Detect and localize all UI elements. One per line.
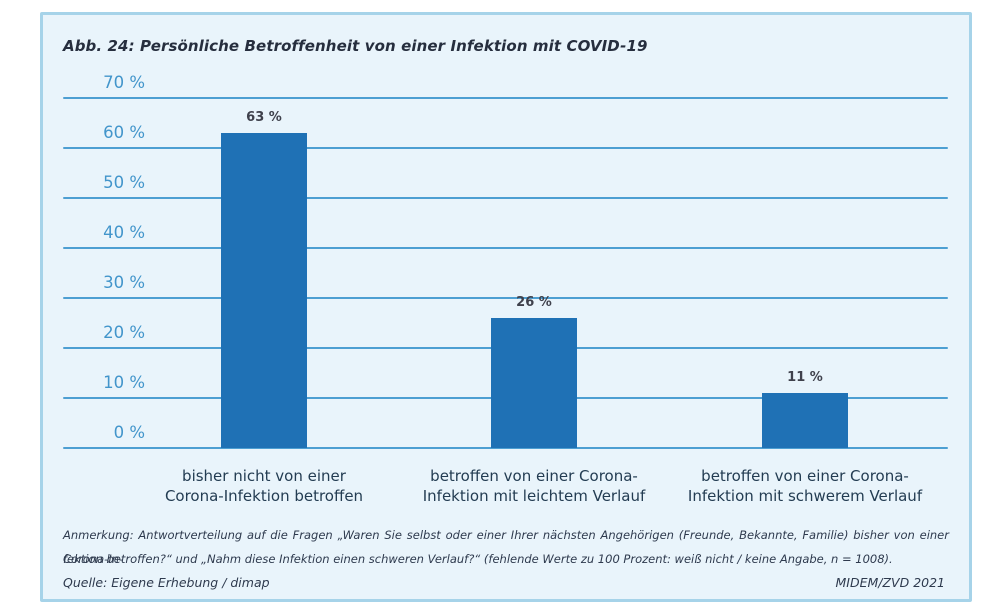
category-label: betroffen von einer Corona- Infektion mi… xyxy=(687,467,923,506)
gridline xyxy=(63,97,948,99)
figure-title: Abb. 24: Persönliche Betroffenheit von e… xyxy=(63,37,648,55)
bar-value-label: 11 % xyxy=(787,370,823,385)
gridline xyxy=(63,147,948,149)
category-label: betroffen von einer Corona- Infektion mi… xyxy=(422,467,646,506)
source-credit: Quelle: Eigene Erhebung / dimap xyxy=(63,575,270,590)
y-axis-tick-label: 60 % xyxy=(103,123,145,142)
y-axis-tick-label: 50 % xyxy=(103,173,145,192)
bar-value-label: 26 % xyxy=(516,295,552,310)
y-axis-tick-label: 20 % xyxy=(103,323,145,342)
gridline xyxy=(63,197,948,199)
figure-panel: Abb. 24: Persönliche Betroffenheit von e… xyxy=(40,12,972,602)
y-axis-tick-label: 30 % xyxy=(103,273,145,292)
bar xyxy=(762,393,848,448)
publisher-attribution: MIDEM/ZVD 2021 xyxy=(835,575,945,590)
bar-value-label: 63 % xyxy=(246,110,282,125)
gridline xyxy=(63,447,948,449)
footnote-line-1: Anmerkung: Antwortverteilung auf die Fra… xyxy=(63,528,949,566)
gridline xyxy=(63,297,948,299)
y-axis-tick-label: 40 % xyxy=(103,223,145,242)
category-label: bisher nicht von einer Corona-Infektion … xyxy=(164,467,364,506)
y-axis-tick-label: 10 % xyxy=(103,373,145,392)
y-axis-tick-label: 70 % xyxy=(103,73,145,92)
bar xyxy=(221,133,307,448)
gridline xyxy=(63,247,948,249)
bar xyxy=(491,318,577,448)
y-axis-tick-label: 0 % xyxy=(113,423,145,442)
footnote-line-2: fektion betroffen?“ und „Nahm diese Infe… xyxy=(63,552,893,566)
